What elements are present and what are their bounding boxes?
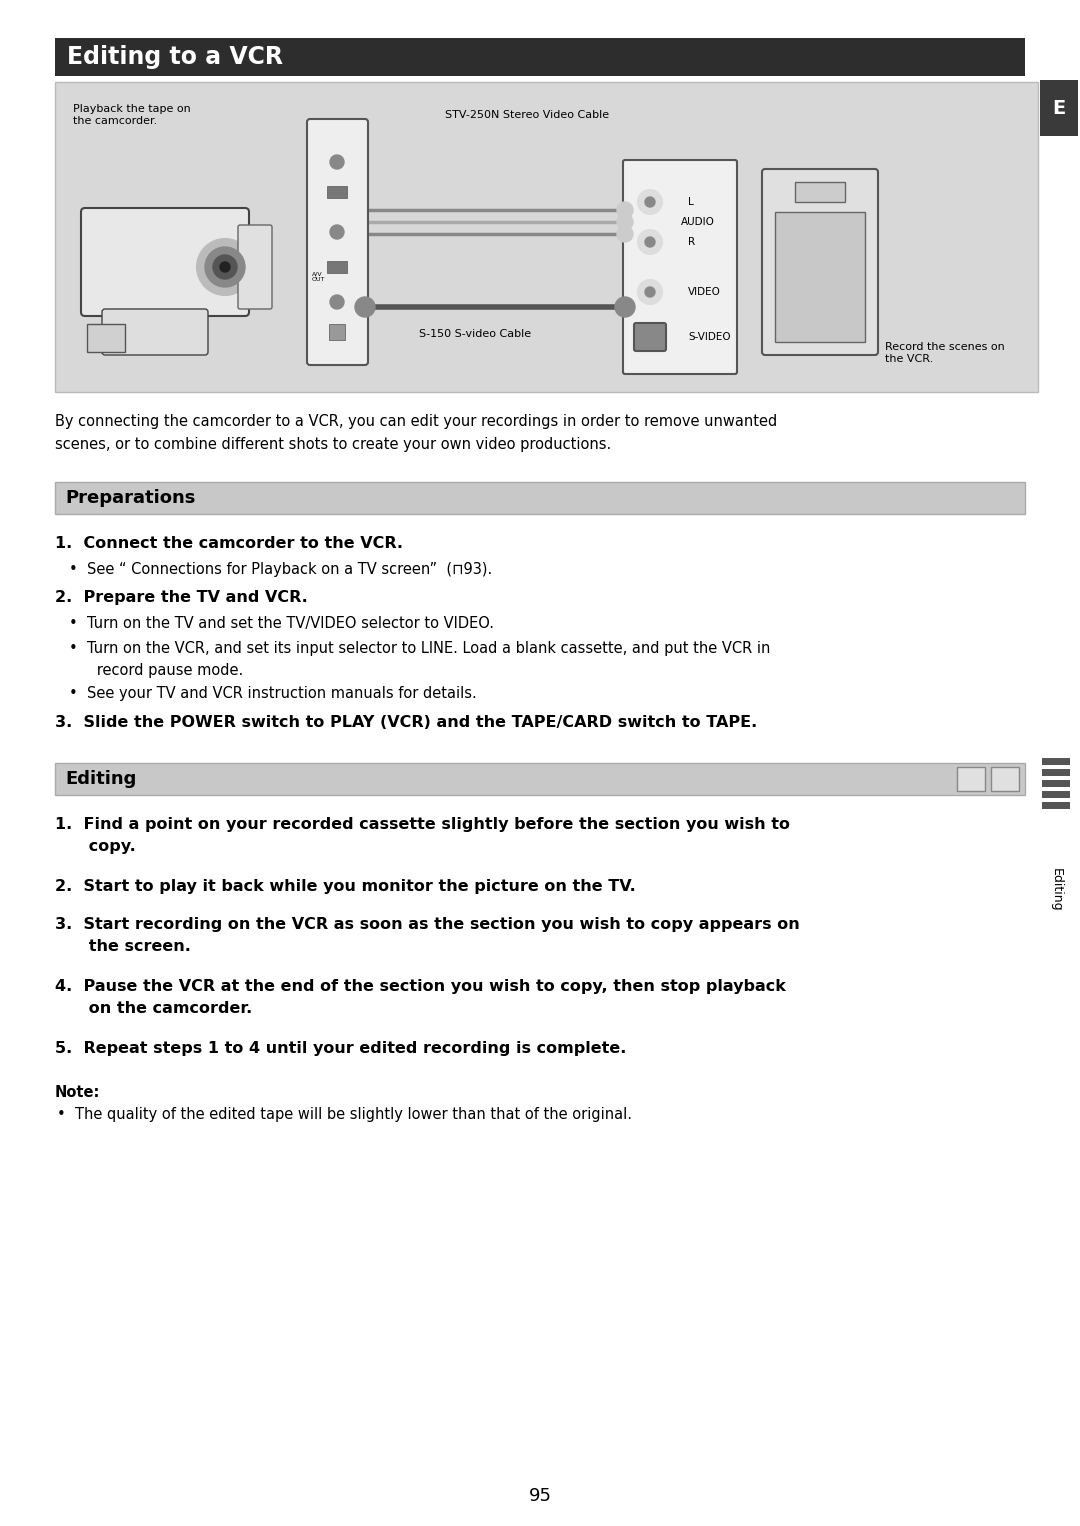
Circle shape	[330, 156, 345, 169]
Text: Preparations: Preparations	[65, 488, 195, 507]
FancyBboxPatch shape	[634, 324, 666, 351]
Text: Playback the tape on
the camcorder.: Playback the tape on the camcorder.	[73, 104, 191, 125]
Circle shape	[330, 224, 345, 240]
Text: •  See your TV and VCR instruction manuals for details.: • See your TV and VCR instruction manual…	[69, 687, 476, 700]
Bar	[55, 82, 1038, 392]
Circle shape	[617, 214, 633, 230]
Text: VIDEO: VIDEO	[688, 287, 720, 298]
Text: •  Turn on the TV and set the TV/VIDEO selector to VIDEO.: • Turn on the TV and set the TV/VIDEO se…	[69, 617, 494, 630]
Text: S-VIDEO: S-VIDEO	[688, 333, 731, 342]
Bar	[775, 212, 865, 342]
Bar	[795, 182, 845, 201]
Bar	[957, 768, 985, 790]
Bar	[55, 38, 1025, 76]
Bar	[327, 261, 347, 273]
Circle shape	[197, 240, 253, 295]
Circle shape	[645, 237, 654, 247]
Text: AUDIO: AUDIO	[681, 217, 715, 227]
FancyBboxPatch shape	[762, 169, 878, 356]
Text: Editing: Editing	[65, 771, 136, 787]
Text: L: L	[688, 197, 693, 208]
Bar	[87, 324, 125, 353]
Text: 3.  Start recording on the VCR as soon as the section you wish to copy appears o: 3. Start recording on the VCR as soon as…	[55, 917, 800, 954]
Text: E: E	[1052, 99, 1066, 118]
Text: Editing: Editing	[1050, 868, 1063, 911]
Text: 95: 95	[528, 1486, 552, 1505]
Text: 1.  Find a point on your recorded cassette slightly before the section you wish : 1. Find a point on your recorded cassett…	[55, 816, 789, 853]
Bar	[1042, 758, 1070, 765]
Circle shape	[645, 197, 654, 208]
Bar	[55, 763, 1025, 795]
Circle shape	[213, 255, 237, 279]
Circle shape	[205, 247, 245, 287]
Circle shape	[638, 230, 662, 253]
Text: Record the scenes on
the VCR.: Record the scenes on the VCR.	[885, 342, 1004, 363]
Text: R: R	[688, 237, 696, 247]
Text: 5.  Repeat steps 1 to 4 until your edited recording is complete.: 5. Repeat steps 1 to 4 until your edited…	[55, 1041, 626, 1056]
Text: A/V
OUT: A/V OUT	[312, 272, 325, 282]
Circle shape	[638, 279, 662, 304]
Text: •  Turn on the VCR, and set its input selector to LINE. Load a blank cassette, a: • Turn on the VCR, and set its input sel…	[69, 641, 770, 678]
Bar	[55, 482, 1025, 514]
Bar	[1042, 780, 1070, 787]
Circle shape	[617, 201, 633, 218]
Bar	[1042, 790, 1070, 798]
Text: 1.  Connect the camcorder to the VCR.: 1. Connect the camcorder to the VCR.	[55, 536, 403, 551]
Text: Note:: Note:	[55, 1085, 100, 1100]
Text: •  See “ Connections for Playback on a TV screen”  (⊓93).: • See “ Connections for Playback on a TV…	[69, 562, 492, 577]
FancyBboxPatch shape	[81, 208, 249, 316]
Circle shape	[220, 262, 230, 272]
Circle shape	[617, 226, 633, 243]
Text: 2.  Prepare the TV and VCR.: 2. Prepare the TV and VCR.	[55, 591, 308, 604]
Circle shape	[355, 298, 375, 317]
Text: 3.  Slide the POWER switch to PLAY (VCR) and the TAPE/CARD switch to TAPE.: 3. Slide the POWER switch to PLAY (VCR) …	[55, 716, 757, 729]
Circle shape	[330, 295, 345, 308]
Bar	[991, 768, 1020, 790]
Circle shape	[615, 298, 635, 317]
Text: STV-250N Stereo Video Cable: STV-250N Stereo Video Cable	[445, 110, 609, 121]
Bar	[329, 324, 345, 340]
FancyBboxPatch shape	[307, 119, 368, 365]
Text: S-150 S-video Cable: S-150 S-video Cable	[419, 330, 531, 339]
Circle shape	[638, 191, 662, 214]
Bar	[327, 186, 347, 198]
Text: Editing to a VCR: Editing to a VCR	[67, 44, 283, 69]
Bar	[1042, 769, 1070, 777]
Circle shape	[645, 287, 654, 298]
Bar	[1042, 803, 1070, 809]
Bar	[1040, 79, 1078, 136]
Text: 2.  Start to play it back while you monitor the picture on the TV.: 2. Start to play it back while you monit…	[55, 879, 636, 894]
FancyBboxPatch shape	[623, 160, 737, 374]
FancyBboxPatch shape	[238, 224, 272, 308]
FancyBboxPatch shape	[102, 308, 208, 356]
Text: 4.  Pause the VCR at the end of the section you wish to copy, then stop playback: 4. Pause the VCR at the end of the secti…	[55, 980, 786, 1016]
Text: •  The quality of the edited tape will be slightly lower than that of the origin: • The quality of the edited tape will be…	[57, 1106, 632, 1122]
Text: By connecting the camcorder to a VCR, you can edit your recordings in order to r: By connecting the camcorder to a VCR, yo…	[55, 414, 778, 452]
